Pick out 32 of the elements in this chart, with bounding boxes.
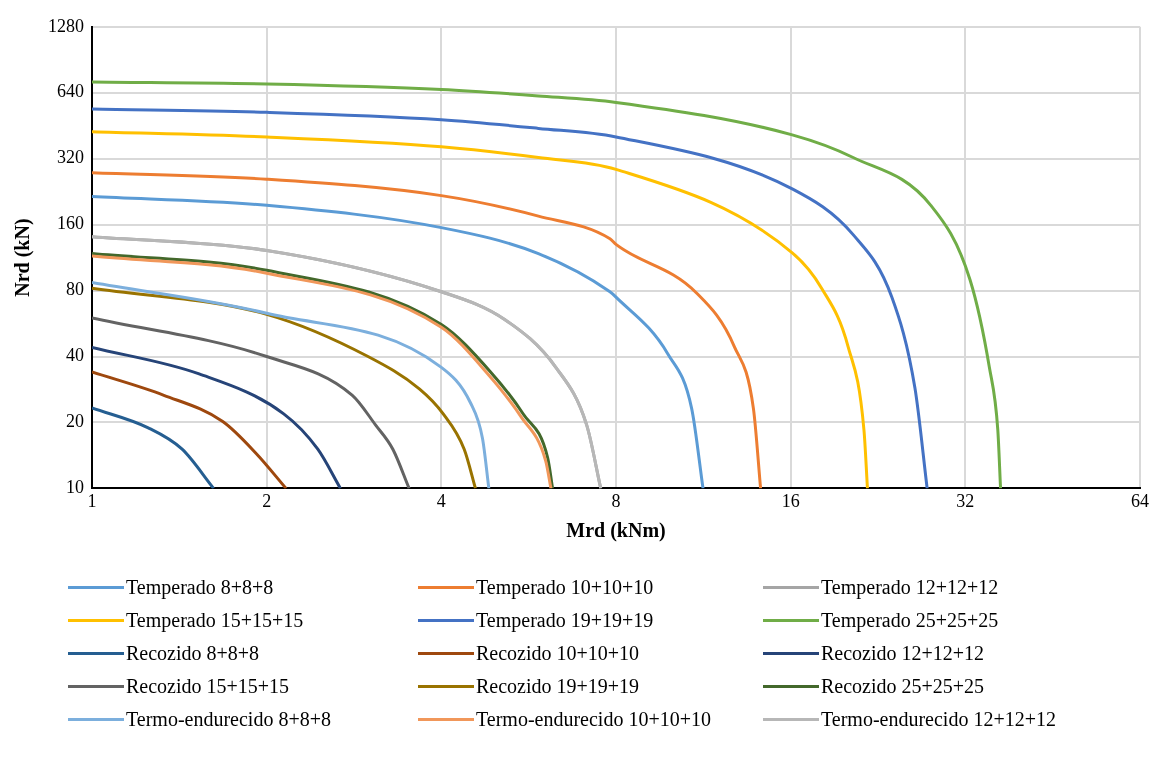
y-tick-label: 80 xyxy=(66,279,84,300)
legend-label: Temperado 10+10+10 xyxy=(476,576,654,599)
y-tick-label: 320 xyxy=(57,147,84,168)
y-tick-label: 40 xyxy=(66,345,84,366)
legend-label: Recozido 10+10+10 xyxy=(476,642,640,665)
x-tick-label: 2 xyxy=(262,490,272,511)
y-tick-label: 640 xyxy=(57,81,84,102)
y-tick-label: 10 xyxy=(66,477,84,498)
legend-label: Recozido 19+19+19 xyxy=(476,675,640,698)
y-tick-label: 160 xyxy=(57,213,84,234)
x-axis-title: Mrd (kNm) xyxy=(566,519,666,543)
y-tick-label: 20 xyxy=(66,411,84,432)
legend-label: Recozido 25+25+25 xyxy=(821,675,985,698)
x-tick-label: 4 xyxy=(436,490,446,511)
legend-label: Termo-endurecido 8+8+8 xyxy=(126,708,331,731)
x-tick-label: 32 xyxy=(956,490,975,511)
legend-label: Recozido 15+15+15 xyxy=(126,675,290,698)
legend-label: Recozido 12+12+12 xyxy=(821,642,985,665)
legend-label: Temperado 15+15+15 xyxy=(126,609,304,632)
y-axis-title: Nrd (kN) xyxy=(11,218,35,297)
legend-label: Termo-endurecido 12+12+12 xyxy=(821,708,1056,731)
legend-label: Temperado 25+25+25 xyxy=(821,609,999,632)
legend-label: Temperado 19+19+19 xyxy=(476,609,654,632)
legend-label: Temperado 8+8+8 xyxy=(126,576,274,599)
x-tick-label: 64 xyxy=(1131,490,1149,511)
legend-label: Recozido 8+8+8 xyxy=(126,642,260,665)
y-tick-label: 1280 xyxy=(48,15,84,36)
x-tick-label: 1 xyxy=(87,490,97,511)
legend-label: Temperado 12+12+12 xyxy=(821,576,999,599)
x-tick-label: 16 xyxy=(781,490,800,511)
x-tick-label: 8 xyxy=(611,490,621,511)
legend-label: Termo-endurecido 10+10+10 xyxy=(476,708,711,731)
